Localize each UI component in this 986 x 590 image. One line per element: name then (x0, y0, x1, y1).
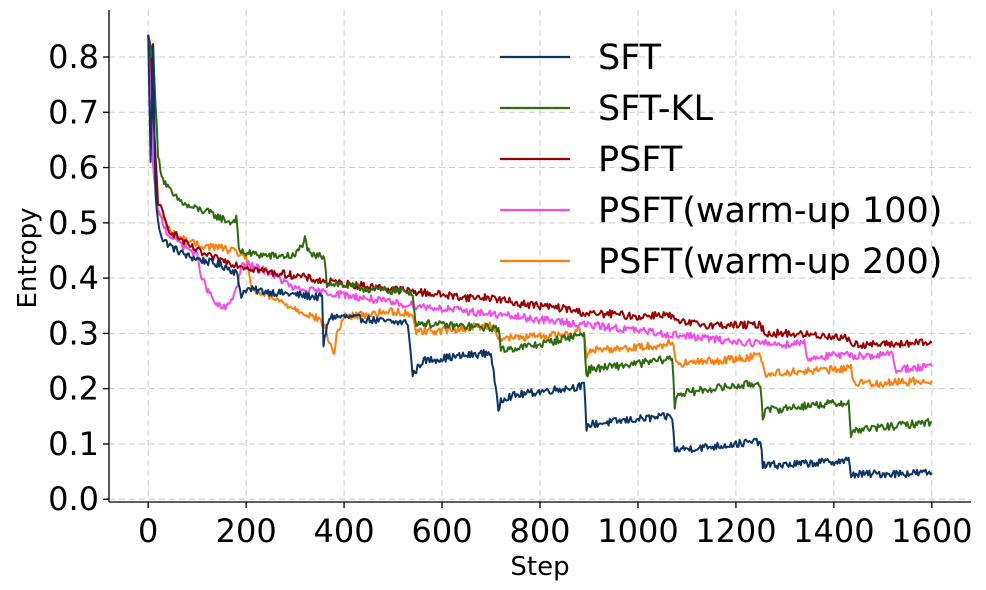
legend-label: PSFT (598, 140, 683, 180)
series-line-2 (147, 34, 933, 349)
series-line-4 (147, 34, 933, 388)
series-line-1 (147, 34, 933, 438)
x-tick-label: 200 (216, 512, 277, 550)
ticks: 0 200 400 600 800 1000 1200 1400 1600 0.0 0.1 0.2 0.… (48, 38, 972, 550)
x-tick-label: 800 (509, 512, 570, 550)
x-tick-label: 1000 (597, 512, 678, 550)
x-tick-label: 1600 (891, 512, 972, 550)
y-tick-label: 0.5 (48, 204, 99, 242)
legend-label: SFT-KL (598, 89, 713, 129)
y-tick-label: 0.4 (48, 259, 99, 297)
x-tick-label: 600 (412, 512, 473, 550)
legend-label: SFT (598, 38, 662, 78)
y-tick-label: 0.2 (48, 370, 99, 408)
y-tick-label: 0.3 (48, 314, 99, 352)
series-lines (147, 34, 933, 479)
series-line-0 (147, 34, 933, 479)
x-tick-label: 1200 (695, 512, 776, 550)
legend: SFT SFT-KL PSFT PSFT(warm-up 100) PSFT(warm-… (500, 38, 942, 282)
x-tick-label: 0 (138, 512, 158, 550)
y-tick-label: 0.6 (48, 149, 99, 187)
x-tick-label: 400 (314, 512, 375, 550)
y-tick-label: 0.7 (48, 93, 99, 131)
y-tick-label: 0.8 (48, 38, 99, 76)
x-axis-label: Step (510, 552, 569, 582)
legend-label: PSFT(warm-up 200) (598, 242, 942, 282)
y-axis-label: Entropy (13, 207, 43, 308)
y-tick-label: 0.0 (48, 480, 99, 518)
legend-label: PSFT(warm-up 100) (598, 191, 942, 231)
y-tick-label: 0.1 (48, 425, 99, 463)
x-tick-label: 1400 (793, 512, 874, 550)
